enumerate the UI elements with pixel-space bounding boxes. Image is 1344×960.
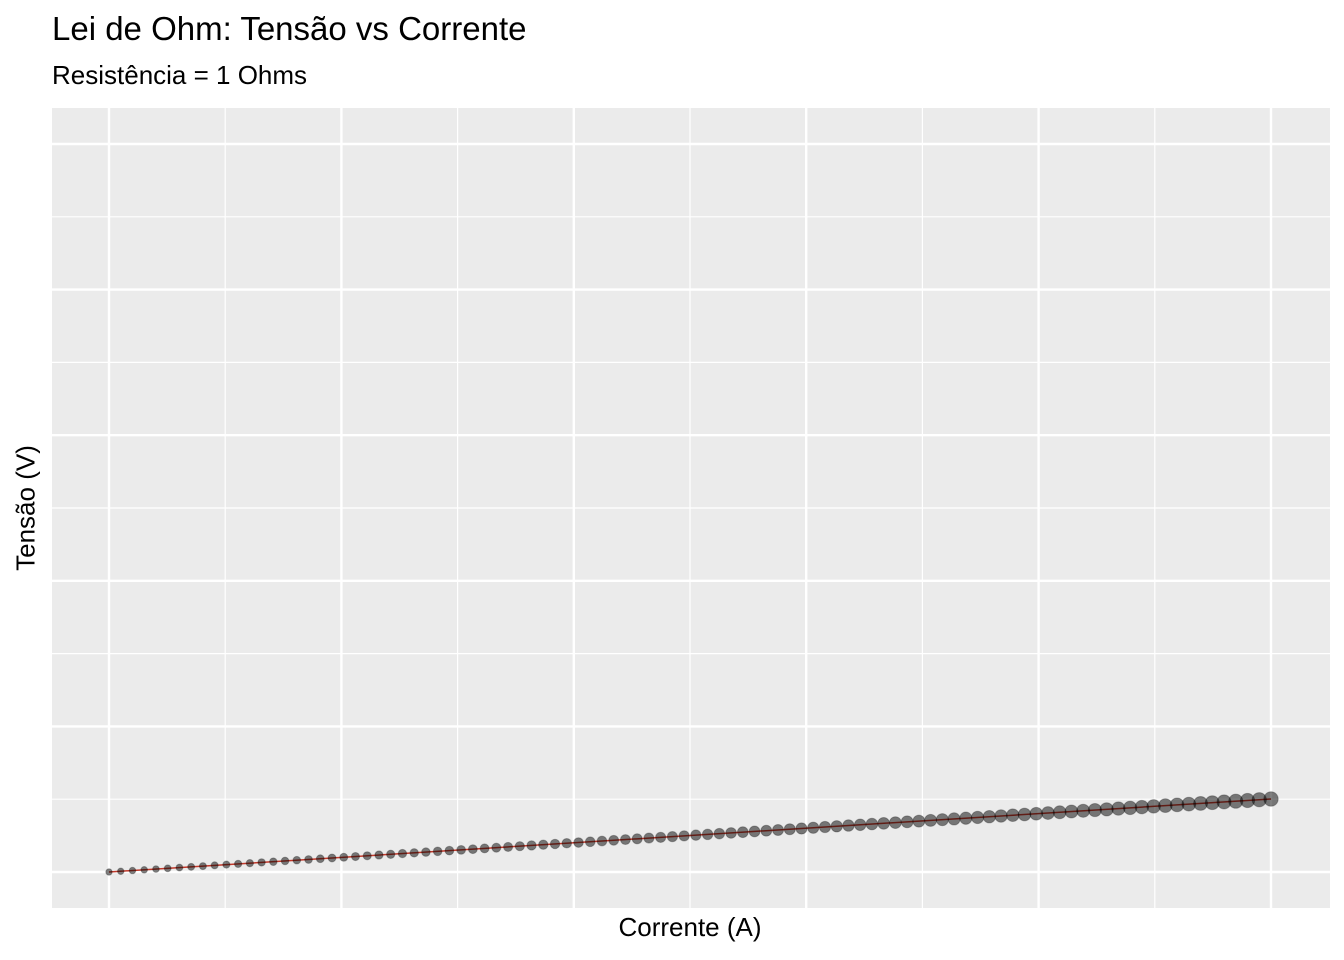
data-point: [257, 858, 266, 867]
data-point: [456, 844, 467, 855]
data-point: [1041, 806, 1055, 820]
data-point: [292, 855, 302, 865]
data-point: [187, 862, 196, 871]
data-point: [596, 835, 608, 847]
data-point: [994, 809, 1008, 823]
data-point: [1029, 806, 1044, 821]
data-point: [783, 823, 796, 836]
data-point: [736, 826, 749, 839]
data-point: [678, 830, 690, 842]
data-point: [397, 848, 408, 859]
data-point: [818, 820, 832, 834]
data-point: [935, 813, 949, 827]
data-point: [772, 823, 785, 836]
data-point: [573, 837, 584, 848]
data-point: [830, 820, 843, 833]
data-point: [152, 865, 160, 873]
data-point: [865, 817, 879, 831]
data-point: [701, 828, 714, 841]
data-point: [561, 837, 573, 849]
data-point: [233, 859, 243, 869]
data-point: [409, 848, 419, 858]
data-point: [959, 811, 973, 825]
data-point: [479, 843, 490, 854]
data-point: [912, 814, 926, 828]
data-point: [269, 857, 278, 866]
data-point: [374, 850, 384, 860]
data-point: [502, 841, 514, 853]
data-point: [643, 832, 655, 844]
data-point: [140, 865, 149, 874]
data-point: [888, 816, 902, 830]
data-point: [105, 868, 113, 876]
data-point: [304, 855, 313, 864]
data-point: [280, 856, 290, 866]
data-point: [807, 821, 820, 834]
data-point: [421, 847, 431, 857]
data-point: [549, 838, 561, 850]
data-point: [842, 819, 855, 832]
data-point: [163, 864, 172, 873]
data-point: [315, 854, 325, 864]
data-point: [584, 836, 596, 848]
data-point: [538, 839, 549, 850]
data-point: [655, 831, 667, 843]
data-point: [853, 818, 867, 832]
chart-title: Lei de Ohm: Tensão vs Corrente: [52, 10, 527, 47]
data-point: [970, 810, 985, 825]
data-point: [1064, 804, 1079, 819]
data-point: [128, 866, 137, 875]
data-point: [631, 833, 643, 845]
data-point: [1052, 805, 1067, 820]
data-point: [491, 842, 502, 853]
data-point: [690, 829, 702, 841]
data-point: [245, 858, 255, 868]
data-point: [362, 851, 372, 861]
data-point: [1076, 803, 1091, 818]
data-point: [1017, 807, 1032, 822]
data-point: [924, 813, 938, 827]
data-point: [339, 852, 349, 862]
data-point: [900, 815, 914, 829]
data-point: [725, 827, 737, 839]
data-point: [1005, 808, 1020, 823]
data-point: [444, 845, 455, 856]
data-point: [1087, 802, 1103, 818]
data-point: [175, 863, 184, 872]
data-point: [467, 844, 478, 855]
data-point: [947, 812, 961, 826]
y-axis-label: Tensão (V): [10, 445, 41, 571]
data-point: [116, 867, 125, 876]
data-point: [526, 840, 537, 851]
data-point: [327, 853, 337, 863]
data-point: [608, 834, 620, 846]
data-point: [760, 824, 773, 837]
data-point: [666, 830, 679, 843]
data-point: [198, 862, 207, 871]
data-point: [350, 851, 361, 862]
data-point: [795, 822, 808, 835]
data-point: [514, 841, 525, 852]
data-point: [877, 816, 891, 830]
x-axis-label: Corrente (A): [618, 912, 762, 942]
data-point: [222, 860, 231, 869]
data-point: [210, 861, 219, 870]
data-point: [432, 846, 443, 857]
data-point: [386, 849, 396, 859]
chart-subtitle: Resistência = 1 Ohms: [52, 60, 308, 90]
data-point: [748, 825, 761, 838]
data-point: [619, 834, 631, 846]
data-point: [713, 827, 726, 840]
data-point: [982, 809, 997, 824]
data-point: [1263, 791, 1279, 807]
